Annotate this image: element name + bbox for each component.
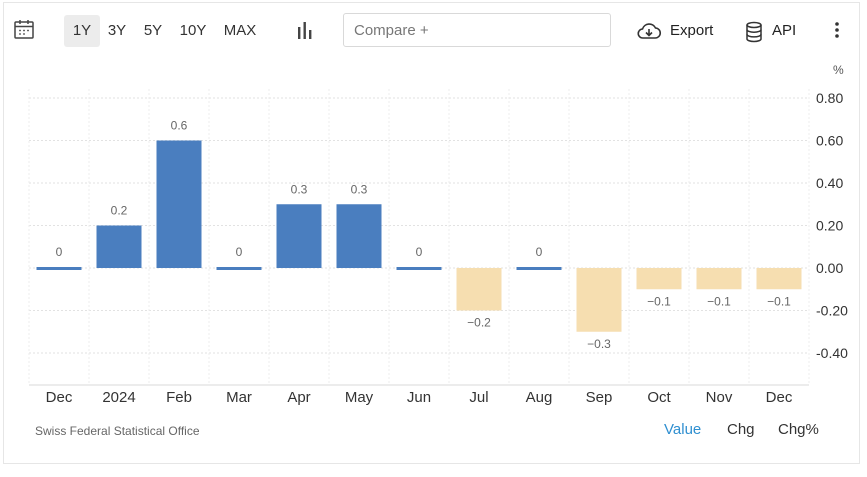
bar-value-label: 0.3 — [291, 182, 308, 196]
bar-chart: %0.800.600.400.200.00-0.20-0.400Dec0.220… — [28, 63, 848, 406]
bar — [456, 268, 502, 311]
x-tick-label: Aug — [526, 389, 553, 406]
bar-value-label: 0.2 — [111, 204, 128, 218]
vertical-dots-icon[interactable] — [830, 19, 844, 41]
bar — [516, 267, 562, 270]
x-tick-label: Apr — [287, 389, 310, 406]
bar — [576, 268, 622, 332]
mode-chg-pct-tab[interactable]: Chg% — [778, 421, 819, 438]
mode-chg-tab[interactable]: Chg — [727, 421, 755, 438]
x-tick-label: Nov — [706, 389, 733, 406]
bar-value-label: 0 — [236, 245, 243, 259]
bar-value-label: 0 — [416, 245, 423, 259]
bar-value-label: 0 — [536, 245, 543, 259]
y-tick-label: 0.60 — [816, 133, 843, 149]
y-unit-label: % — [833, 63, 844, 77]
bar — [156, 140, 202, 268]
bar — [396, 267, 442, 270]
bar — [696, 268, 742, 290]
bar — [756, 268, 802, 290]
range-3y-button[interactable]: 3Y — [107, 22, 127, 39]
y-tick-label: -0.20 — [816, 303, 848, 319]
bar — [336, 204, 382, 268]
export-label: Export — [670, 22, 714, 39]
y-tick-label: 0.00 — [816, 260, 843, 276]
x-tick-label: Dec — [46, 389, 73, 406]
calendar-icon[interactable] — [12, 17, 36, 41]
range-1y-button[interactable]: 1Y — [64, 15, 100, 47]
x-tick-label: Feb — [166, 389, 192, 406]
bar — [636, 268, 682, 290]
bar-value-label: 0 — [56, 245, 63, 259]
y-tick-label: 0.80 — [816, 90, 843, 106]
bar-value-label: 0.6 — [171, 119, 188, 133]
bar-value-label: −0.3 — [587, 337, 611, 351]
bar — [36, 267, 82, 270]
chart-toolbar: 1Y 3Y 5Y 10Y MAX Export — [4, 3, 859, 55]
api-label: API — [772, 22, 797, 39]
bar-value-label: −0.1 — [767, 294, 791, 308]
x-tick-label: Dec — [766, 389, 793, 406]
bar — [276, 204, 322, 268]
range-max-button[interactable]: MAX — [223, 22, 257, 39]
x-tick-label: Sep — [586, 389, 613, 406]
bar-value-label: −0.1 — [707, 294, 731, 308]
x-tick-label: Jul — [469, 389, 488, 406]
bar-value-label: −0.2 — [467, 316, 491, 330]
y-tick-label: -0.40 — [816, 345, 848, 361]
x-tick-label: May — [345, 389, 374, 406]
chart-widget: 1Y 3Y 5Y 10Y MAX Export — [3, 2, 860, 464]
range-10y-button[interactable]: 10Y — [179, 22, 207, 39]
x-tick-label: 2024 — [102, 389, 135, 406]
y-tick-label: 0.20 — [816, 218, 843, 234]
cloud-download-icon — [637, 23, 662, 39]
source-label: Swiss Federal Statistical Office — [35, 424, 200, 438]
bar — [96, 225, 142, 268]
bar-chart-icon[interactable] — [294, 21, 316, 41]
x-tick-label: Mar — [226, 389, 252, 406]
compare-input[interactable] — [343, 13, 611, 47]
bar-value-label: −0.1 — [647, 294, 671, 308]
bar — [216, 267, 262, 270]
range-5y-button[interactable]: 5Y — [143, 22, 163, 39]
x-tick-label: Jun — [407, 389, 431, 406]
y-tick-label: 0.40 — [816, 175, 843, 191]
bar-value-label: 0.3 — [351, 182, 368, 196]
x-tick-label: Oct — [647, 389, 671, 406]
database-icon — [746, 21, 762, 43]
mode-value-tab[interactable]: Value — [664, 421, 702, 438]
